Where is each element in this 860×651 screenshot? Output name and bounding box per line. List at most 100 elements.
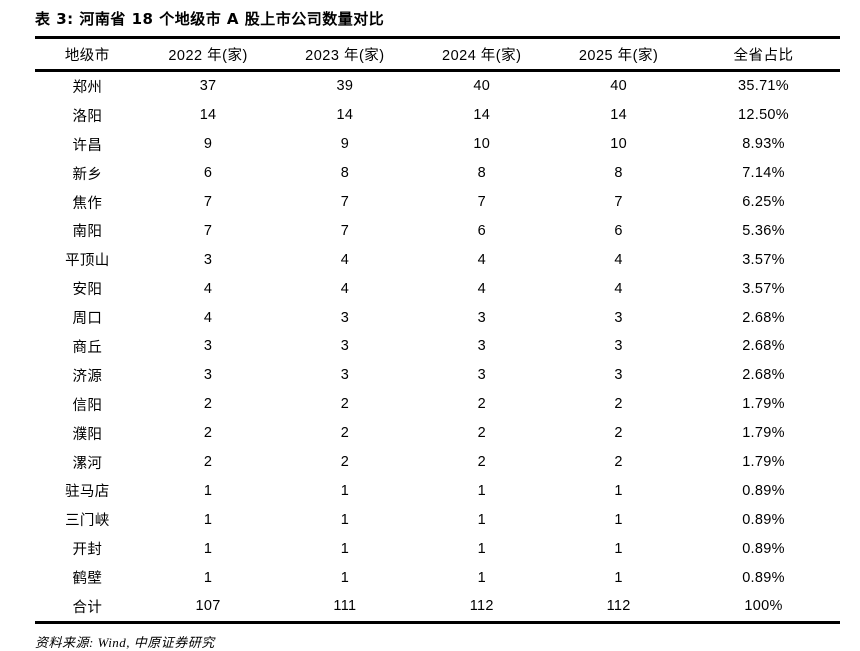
source-note: 资料来源: Wind, 中原证券研究 bbox=[35, 634, 215, 650]
value-cell: 7 bbox=[477, 194, 486, 210]
table-row: 南阳 7 7 6 6 5.36% bbox=[35, 216, 840, 245]
value-cell: 3 bbox=[614, 338, 623, 355]
value-cell: 12.50% bbox=[738, 107, 789, 124]
value-cell: 8 bbox=[340, 165, 350, 182]
table-row: 焦作 7 7 7 7 6.25% bbox=[35, 188, 840, 217]
city-cell: 鹤壁 bbox=[72, 571, 103, 588]
table-row: 郑州 37 39 40 40 35.71% bbox=[35, 71, 840, 101]
value-cell: 6 bbox=[614, 222, 623, 239]
table-row: 许昌 9 9 10 10 8.93% bbox=[35, 130, 840, 159]
table-row: 安阳 4 4 4 4 3.57% bbox=[35, 274, 840, 303]
value-cell: 14 bbox=[199, 107, 217, 124]
value-cell: 14 bbox=[336, 107, 354, 124]
column-header: 2024 年(家) bbox=[413, 37, 551, 72]
value-cell: 4 bbox=[614, 280, 623, 297]
value-cell: 2.68% bbox=[742, 338, 785, 355]
value-cell: 6 bbox=[477, 222, 486, 239]
value-cell: 4 bbox=[203, 309, 213, 326]
value-cell: 35.71% bbox=[738, 78, 789, 95]
value-cell: 6.25% bbox=[742, 194, 785, 210]
table-row: 新乡 6 8 8 8 7.14% bbox=[35, 159, 840, 188]
table-row: 鹤壁 1 1 1 1 0.89% bbox=[35, 563, 840, 592]
value-cell: 2 bbox=[614, 454, 623, 471]
value-cell: 4 bbox=[477, 251, 486, 268]
value-cell: 0.89% bbox=[742, 511, 785, 528]
value-cell: 14 bbox=[473, 107, 491, 124]
value-cell: 0.89% bbox=[742, 482, 785, 499]
value-cell: 3 bbox=[614, 309, 623, 326]
value-cell: 2 bbox=[203, 454, 213, 471]
value-cell: 1 bbox=[477, 569, 486, 586]
value-cell: 112 bbox=[606, 598, 631, 615]
value-cell: 37 bbox=[199, 78, 217, 95]
value-cell: 1 bbox=[340, 511, 350, 528]
city-cell: 开封 bbox=[72, 542, 103, 559]
value-cell: 3 bbox=[203, 367, 213, 384]
table-row: 驻马店 1 1 1 1 0.89% bbox=[35, 476, 840, 505]
value-cell: 2 bbox=[614, 396, 623, 413]
value-cell: 5.36% bbox=[742, 222, 785, 239]
value-cell: 1.79% bbox=[742, 396, 785, 413]
city-cell: 三门峡 bbox=[65, 513, 110, 530]
table-row: 三门峡 1 1 1 1 0.89% bbox=[35, 505, 840, 534]
value-cell: 111 bbox=[333, 598, 357, 615]
value-cell: 7 bbox=[614, 194, 623, 210]
value-cell: 1 bbox=[477, 540, 486, 557]
city-cell: 驻马店 bbox=[65, 484, 110, 501]
value-cell: 3 bbox=[203, 251, 213, 268]
value-cell: 2 bbox=[203, 396, 213, 413]
value-cell: 2 bbox=[614, 425, 623, 442]
value-cell: 107 bbox=[195, 598, 221, 615]
value-cell: 10 bbox=[473, 136, 491, 153]
value-cell: 100% bbox=[744, 598, 783, 615]
value-cell: 1 bbox=[203, 569, 213, 586]
value-cell: 1 bbox=[614, 482, 623, 499]
value-cell: 1 bbox=[340, 540, 350, 557]
value-cell: 2 bbox=[477, 425, 486, 442]
value-cell: 7 bbox=[203, 194, 213, 210]
value-cell: 1 bbox=[614, 540, 623, 557]
value-cell: 14 bbox=[610, 107, 627, 124]
value-cell: 7 bbox=[340, 222, 350, 239]
listed-companies-table: 地级市 2022 年(家) 2023 年(家) 2024 年(家) 2025 年(家) 全… bbox=[35, 36, 840, 624]
value-cell: 1 bbox=[203, 540, 213, 557]
value-cell: 1 bbox=[614, 511, 623, 528]
value-cell: 40 bbox=[473, 78, 491, 95]
table-row: 开封 1 1 1 1 0.89% bbox=[35, 534, 840, 563]
value-cell: 8.93% bbox=[742, 136, 785, 153]
table-row: 漯河 2 2 2 2 1.79% bbox=[35, 448, 840, 477]
value-cell: 4 bbox=[203, 280, 213, 297]
column-header: 2023 年(家) bbox=[276, 37, 414, 72]
value-cell: 4 bbox=[614, 251, 623, 268]
table-row: 周口 4 3 3 3 2.68% bbox=[35, 303, 840, 332]
value-cell: 9 bbox=[203, 136, 213, 153]
table-row: 信阳 2 2 2 2 1.79% bbox=[35, 390, 840, 419]
table-row: 濮阳 2 2 2 2 1.79% bbox=[35, 419, 840, 448]
city-cell: 郑州 bbox=[72, 79, 103, 96]
value-cell: 1 bbox=[614, 569, 623, 586]
value-cell: 6 bbox=[203, 165, 213, 182]
value-cell: 112 bbox=[469, 598, 494, 615]
value-cell: 1 bbox=[203, 511, 213, 528]
table-row: 商丘 3 3 3 3 2.68% bbox=[35, 332, 840, 361]
value-cell: 3 bbox=[203, 338, 213, 355]
city-cell: 漯河 bbox=[72, 455, 103, 472]
value-cell: 2 bbox=[340, 396, 350, 413]
value-cell: 7 bbox=[203, 222, 213, 239]
value-cell: 7 bbox=[340, 194, 350, 210]
column-header: 2025 年(家) bbox=[550, 37, 688, 72]
value-cell: 2.68% bbox=[742, 367, 785, 384]
city-cell: 焦作 bbox=[72, 195, 103, 212]
value-cell: 3 bbox=[614, 367, 623, 384]
value-cell: 40 bbox=[610, 78, 627, 95]
value-cell: 3 bbox=[477, 338, 486, 355]
value-cell: 2 bbox=[340, 425, 350, 442]
city-cell: 安阳 bbox=[72, 282, 103, 299]
value-cell: 3 bbox=[340, 338, 350, 355]
city-cell: 平顶山 bbox=[65, 253, 110, 270]
value-cell: 8 bbox=[614, 165, 623, 182]
value-cell: 4 bbox=[340, 280, 350, 297]
value-cell: 10 bbox=[610, 136, 627, 153]
city-cell: 济源 bbox=[72, 368, 103, 385]
